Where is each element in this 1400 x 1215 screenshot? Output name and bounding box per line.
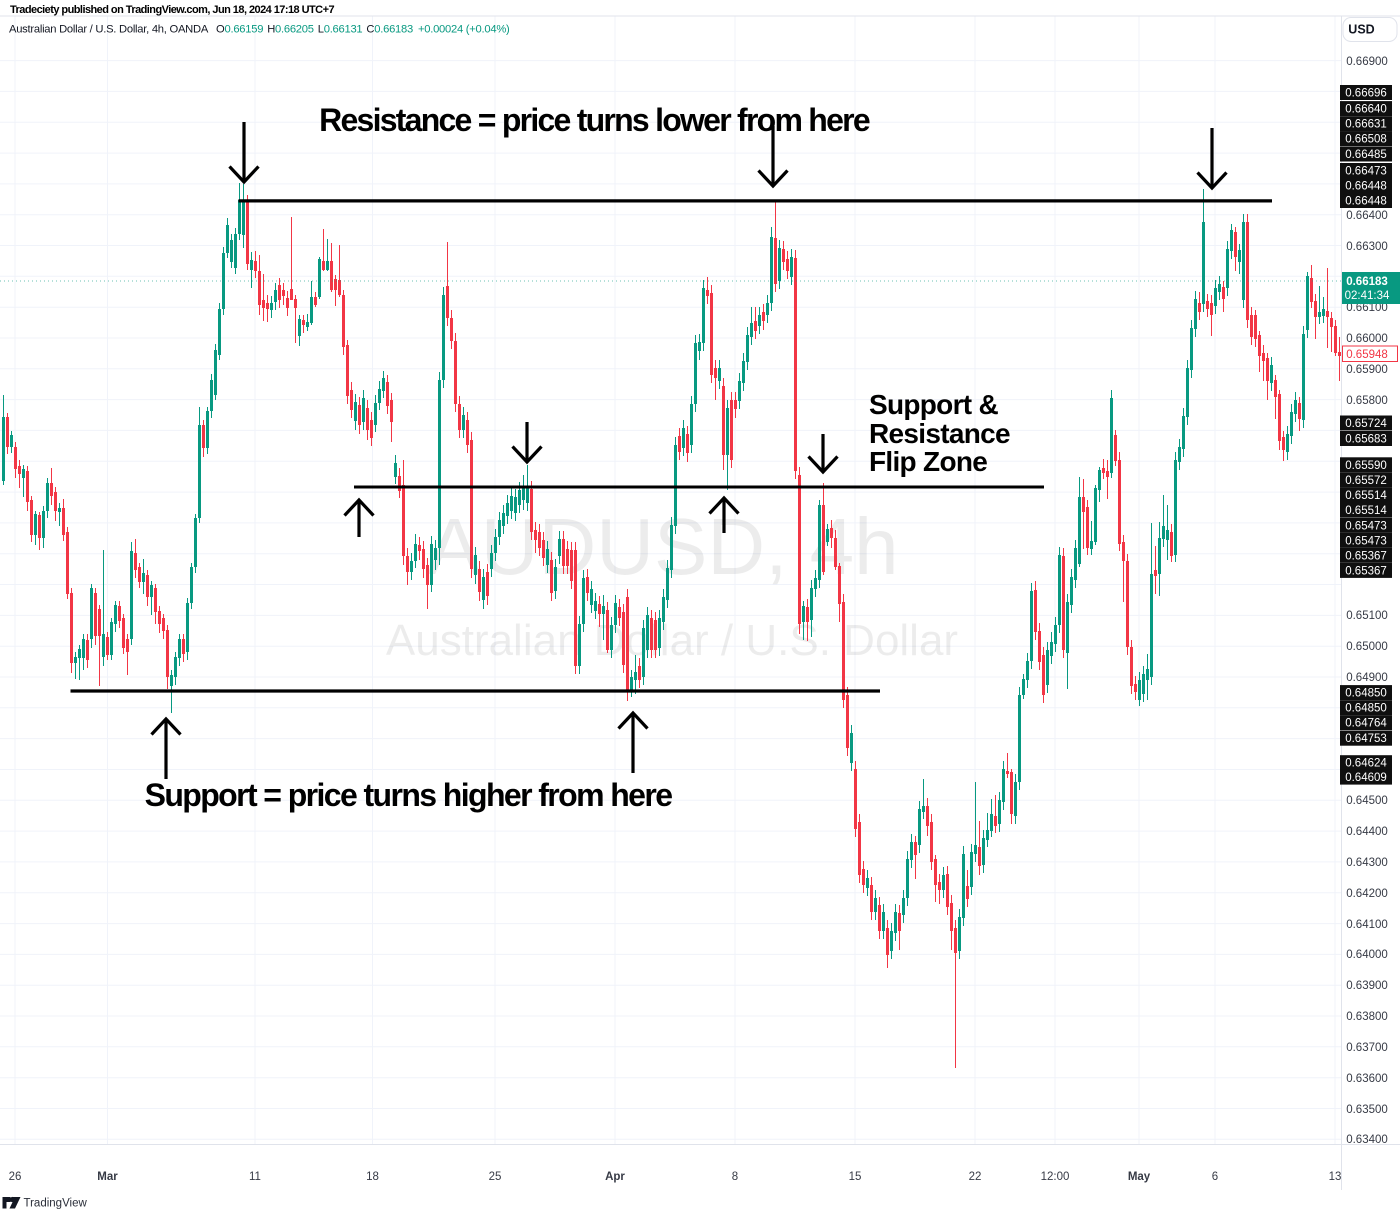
svg-text:0.66485: 0.66485 xyxy=(1345,149,1387,161)
svg-text:0.65473: 0.65473 xyxy=(1345,535,1387,547)
svg-text:0.64200: 0.64200 xyxy=(1346,888,1388,900)
svg-text:0.66100: 0.66100 xyxy=(1346,302,1388,314)
svg-text:0.64850: 0.64850 xyxy=(1345,703,1387,715)
svg-text:8: 8 xyxy=(732,1171,738,1183)
svg-text:13: 13 xyxy=(1329,1171,1342,1183)
svg-text:0.64753: 0.64753 xyxy=(1345,733,1387,745)
svg-text:0.63400: 0.63400 xyxy=(1346,1134,1388,1146)
svg-text:0.66696: 0.66696 xyxy=(1345,88,1387,100)
svg-text:0.66183: 0.66183 xyxy=(1346,276,1388,288)
svg-text:USD: USD xyxy=(1348,23,1374,37)
svg-text:0.64300: 0.64300 xyxy=(1346,857,1388,869)
svg-text:Resistance = price turns lower: Resistance = price turns lower from here xyxy=(319,102,870,138)
svg-text:0.65473: 0.65473 xyxy=(1345,520,1387,532)
svg-text:0.65572: 0.65572 xyxy=(1345,475,1387,487)
svg-text:AUDUSD, 4h: AUDUSD, 4h xyxy=(427,502,898,591)
svg-text:25: 25 xyxy=(489,1171,502,1183)
svg-text:0.66631: 0.66631 xyxy=(1345,119,1387,131)
svg-text:0.65514: 0.65514 xyxy=(1345,505,1387,517)
svg-text:0.66448: 0.66448 xyxy=(1345,181,1387,193)
svg-text:22: 22 xyxy=(969,1171,982,1183)
svg-text:0.66400: 0.66400 xyxy=(1346,210,1388,222)
svg-text:0.66900: 0.66900 xyxy=(1346,56,1388,68)
svg-text:0.64000: 0.64000 xyxy=(1346,949,1388,961)
svg-text:0.65800: 0.65800 xyxy=(1346,395,1388,407)
svg-text:0.64624: 0.64624 xyxy=(1345,758,1387,770)
svg-text:Support &: Support & xyxy=(869,389,998,420)
svg-text:0.65367: 0.65367 xyxy=(1345,565,1387,577)
svg-text:02:41:34: 02:41:34 xyxy=(1345,290,1390,302)
svg-text:0.66508: 0.66508 xyxy=(1345,134,1387,146)
svg-text:May: May xyxy=(1128,1171,1151,1183)
svg-text:Mar: Mar xyxy=(97,1171,118,1183)
svg-text:TradingView: TradingView xyxy=(24,1198,88,1210)
svg-text:0.64900: 0.64900 xyxy=(1346,672,1388,684)
svg-text:0.63700: 0.63700 xyxy=(1346,1042,1388,1054)
svg-text:Australian Dollar / U.S. Dolla: Australian Dollar / U.S. Dollar xyxy=(386,616,958,665)
svg-text:Australian Dollar / U.S. Dolla: Australian Dollar / U.S. Dollar, 4h, OAN… xyxy=(9,24,510,36)
svg-text:Resistance: Resistance xyxy=(869,418,1010,449)
svg-text:0.65948: 0.65948 xyxy=(1346,349,1388,361)
svg-text:0.65100: 0.65100 xyxy=(1346,610,1388,622)
svg-text:6: 6 xyxy=(1212,1171,1218,1183)
svg-text:0.65683: 0.65683 xyxy=(1345,434,1387,446)
svg-text:0.65000: 0.65000 xyxy=(1346,641,1388,653)
svg-text:15: 15 xyxy=(849,1171,862,1183)
svg-text:Apr: Apr xyxy=(605,1171,625,1183)
svg-text:0.66473: 0.66473 xyxy=(1345,166,1387,178)
svg-text:0.64850: 0.64850 xyxy=(1345,688,1387,700)
svg-text:0.65514: 0.65514 xyxy=(1345,490,1387,502)
svg-text:0.65590: 0.65590 xyxy=(1345,460,1387,472)
svg-text:0.66300: 0.66300 xyxy=(1346,241,1388,253)
svg-text:0.64609: 0.64609 xyxy=(1345,772,1387,784)
svg-text:0.66000: 0.66000 xyxy=(1346,333,1388,345)
svg-text:Flip Zone: Flip Zone xyxy=(869,446,987,477)
svg-text:0.64764: 0.64764 xyxy=(1345,718,1387,730)
svg-text:0.63500: 0.63500 xyxy=(1346,1104,1388,1116)
svg-text:0.63900: 0.63900 xyxy=(1346,980,1388,992)
svg-text:Support = price turns higher f: Support = price turns higher from here xyxy=(145,777,673,813)
svg-text:11: 11 xyxy=(249,1171,261,1183)
svg-text:0.65900: 0.65900 xyxy=(1346,364,1388,376)
svg-text:0.65367: 0.65367 xyxy=(1345,550,1387,562)
svg-text:0.64100: 0.64100 xyxy=(1346,919,1388,931)
svg-text:0.66448: 0.66448 xyxy=(1345,196,1387,208)
svg-text:0.64500: 0.64500 xyxy=(1346,795,1388,807)
svg-text:Tradeciety published on Tradin: Tradeciety published on TradingView.com,… xyxy=(10,4,334,16)
svg-text:0.65724: 0.65724 xyxy=(1345,418,1387,430)
svg-text:0.63800: 0.63800 xyxy=(1346,1011,1388,1023)
svg-text:18: 18 xyxy=(366,1171,379,1183)
svg-text:26: 26 xyxy=(9,1171,22,1183)
svg-text:0.63600: 0.63600 xyxy=(1346,1073,1388,1085)
svg-text:0.64400: 0.64400 xyxy=(1346,826,1388,838)
svg-text:12:00: 12:00 xyxy=(1041,1171,1070,1183)
svg-text:0.66640: 0.66640 xyxy=(1345,104,1387,116)
